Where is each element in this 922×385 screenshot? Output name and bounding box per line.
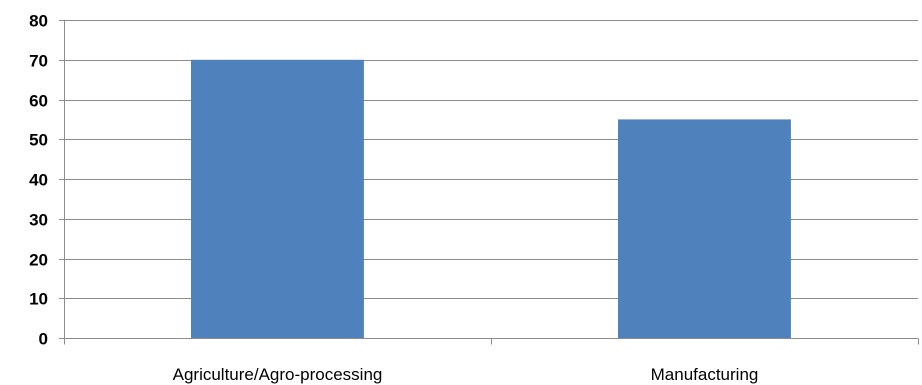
bars: [191, 59, 791, 339]
x-category-label: Manufacturing: [651, 365, 759, 384]
bar-agriculture-agro-processing: [191, 59, 364, 339]
y-tick-label: 70: [29, 52, 48, 71]
y-tick-label: 0: [39, 330, 48, 349]
y-tick-label: 20: [29, 251, 48, 270]
y-tick-labels: 0 10 20 30 40 50 60 70 80: [29, 12, 48, 349]
bar-manufacturing: [618, 119, 791, 339]
axes: [59, 20, 919, 345]
x-category-label: Agriculture/Agro-processing: [173, 365, 383, 384]
y-tick-label: 50: [29, 131, 48, 150]
y-tick-label: 60: [29, 92, 48, 111]
y-tick-label: 40: [29, 171, 48, 190]
y-tick-label: 10: [29, 290, 48, 309]
y-tick-label: 30: [29, 211, 48, 230]
x-category-labels: Agriculture/Agro-processing Manufacturing: [173, 365, 759, 384]
y-tick-label: 80: [29, 12, 48, 31]
